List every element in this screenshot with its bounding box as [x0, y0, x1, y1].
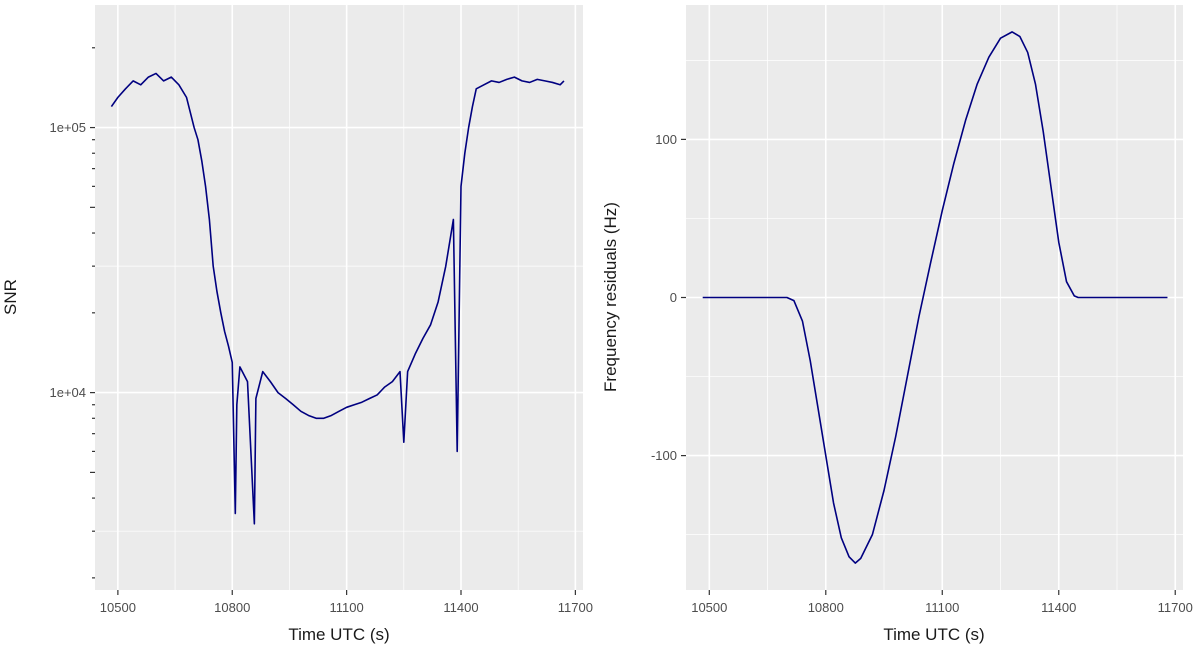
series-line — [702, 31, 1168, 564]
x-axis-title: Time UTC (s) — [883, 625, 984, 644]
x-tick-label: 11100 — [925, 600, 959, 615]
x-tick-label: 10500 — [100, 600, 136, 615]
x-tick-label: 10800 — [214, 600, 250, 615]
y-axis-title: Frequency residuals (Hz) — [601, 202, 620, 392]
y-tick-label: 100 — [655, 132, 677, 147]
x-tick-label: 11700 — [1158, 600, 1193, 615]
snr-panel: 10500 10800 11100 11400 11700 1e+04 1e+05 Time … — [1, 5, 593, 644]
x-tick-label: 11400 — [1041, 600, 1076, 615]
x-tick-label: 10800 — [808, 600, 844, 615]
series-line — [110, 72, 565, 525]
plot-background — [95, 5, 583, 590]
y-tick-label: 1e+05 — [49, 120, 86, 135]
x-tick-label: 11400 — [443, 600, 478, 615]
y-tick-label: 1e+04 — [49, 385, 86, 400]
x-tick-label: 11100 — [330, 600, 364, 615]
x-tick-label: 10500 — [691, 600, 727, 615]
y-tick-label: 0 — [670, 290, 677, 305]
x-tick-label: 11700 — [558, 600, 593, 615]
y-axis-title: SNR — [1, 279, 20, 315]
frequency-residuals-panel: 10500 10800 11100 11400 11700 -100 0 100 Time UT… — [601, 5, 1193, 644]
y-tick-label: -100 — [651, 448, 677, 463]
x-axis-title: Time UTC (s) — [288, 625, 389, 644]
